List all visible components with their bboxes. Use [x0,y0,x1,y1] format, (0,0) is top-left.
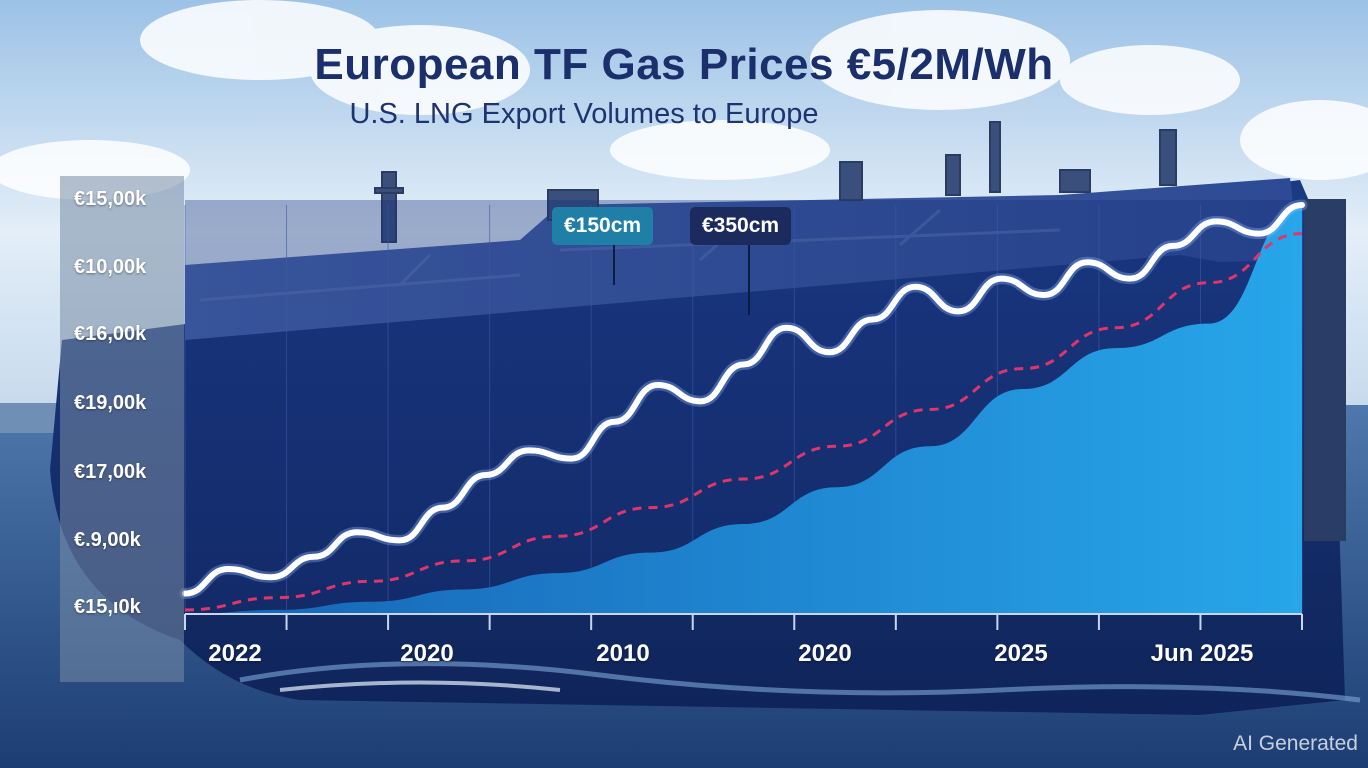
price-callout-1: €150cm [552,207,654,245]
ai-generated-watermark: AI Generated [1233,732,1358,755]
y-tick-label: €16,00k [74,323,147,345]
clouds [0,0,1368,200]
y-axis-panel [60,176,184,682]
price-callout-2: €350cm [690,207,792,245]
price-line [182,202,1305,597]
trend-line [184,232,1303,612]
lng-volume-area [185,205,1302,614]
ship-deck [185,178,1300,340]
x-tick-label: 2020 [798,640,852,667]
deck-panels [199,208,1061,302]
subtitle-text: U.S. LNG Export Volumes to Europe [349,98,819,130]
x-tick-label: 2025 [994,640,1048,667]
y-tick-label: €17,00k [74,461,147,483]
y-tick-label: €15,00k [74,188,147,210]
y-tick-label: €10,00k [74,256,147,278]
x-tick-label: 2020 [400,640,454,667]
chart-title: European TF Gas Prices €5/2M/Wh [314,40,1054,89]
x-tick-marks [184,614,1303,630]
foam [279,680,561,692]
x-tick-label: Jun 2025 [1150,640,1254,667]
x-tick-label: 2010 [596,640,650,667]
chart-subtitle: U.S. LNG Export Volumes to Europe [0,98,1368,131]
y-tick-label: €19,00k [74,392,147,414]
y-tick-label: €.9,00k [74,529,141,551]
x-tick-label: 2022 [208,640,262,667]
bow-wave [239,661,1361,703]
y-tick-label: €15,ı0k [74,596,141,618]
